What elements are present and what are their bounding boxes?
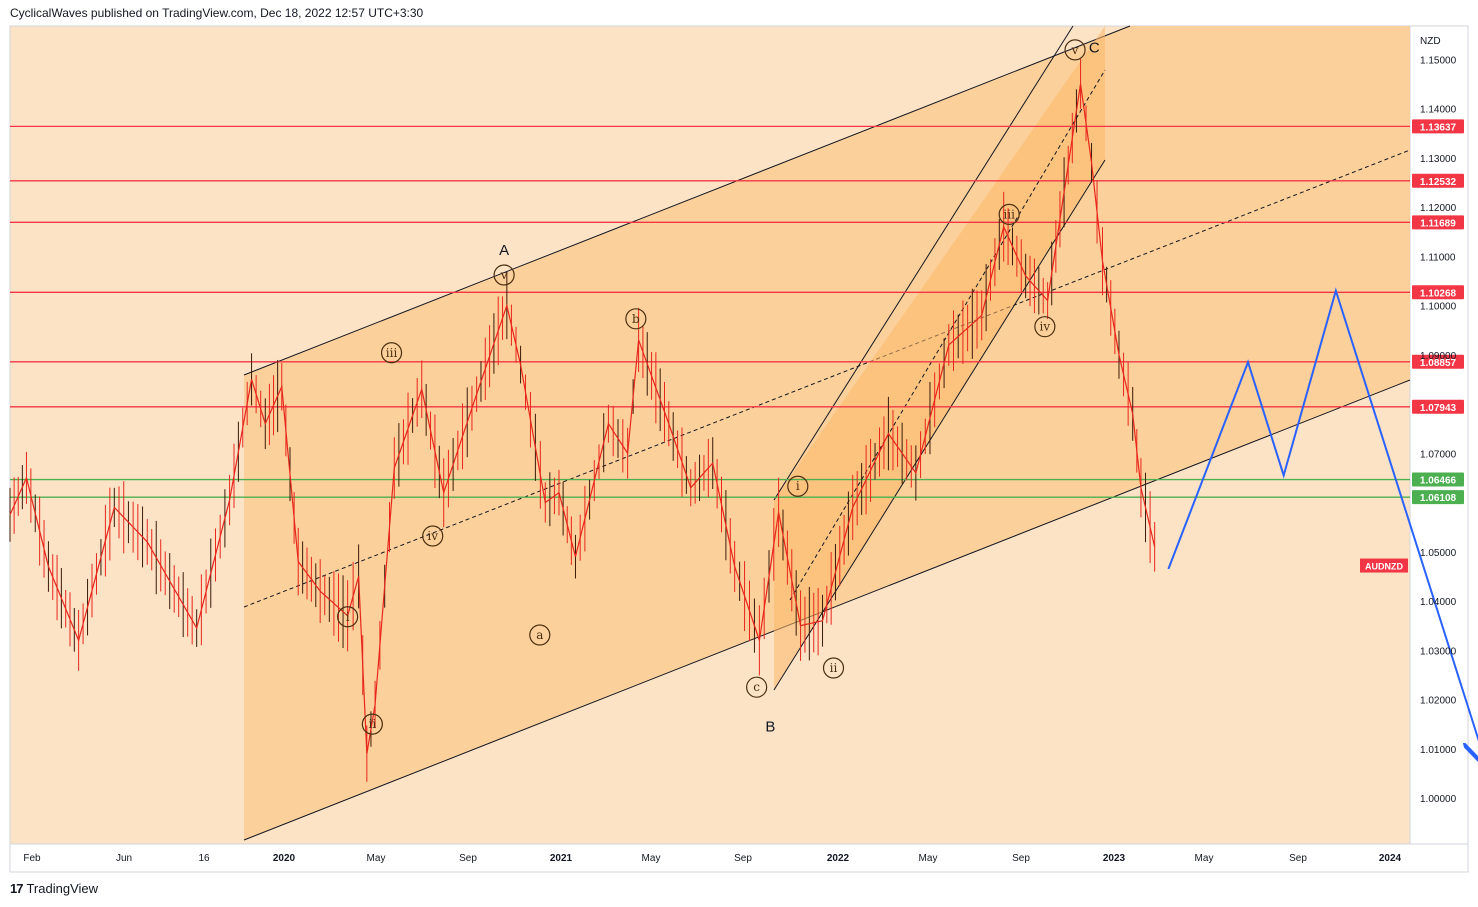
wave-label-12: iii bbox=[1003, 207, 1015, 221]
footer: 17 TradingView bbox=[10, 881, 98, 896]
level-label-4: 1.08857 bbox=[1420, 358, 1457, 369]
wave-circle-12 bbox=[998, 203, 1020, 225]
wave-circle-14 bbox=[1064, 39, 1086, 61]
level-label-6: 1.06466 bbox=[1420, 476, 1457, 487]
x-tick-label-14: Sep bbox=[1289, 853, 1307, 864]
y-tick-label-0: 1.15000 bbox=[1420, 55, 1457, 66]
x-tick-label-9: 2022 bbox=[827, 853, 850, 864]
y-tick-label-3: 1.12000 bbox=[1420, 203, 1457, 214]
x-tick-label-2: 16 bbox=[198, 853, 210, 864]
wave-circle-3 bbox=[422, 525, 444, 547]
wave-label-1: v bbox=[500, 268, 508, 282]
level-tag-1 bbox=[1412, 173, 1464, 188]
steep-channel-median-line bbox=[789, 69, 1106, 601]
level-label-2: 1.11689 bbox=[1420, 218, 1456, 229]
level-tag-7 bbox=[1412, 490, 1464, 505]
x-tick-label-3: 2020 bbox=[273, 853, 296, 864]
level-label-7: 1.06108 bbox=[1420, 493, 1457, 504]
wave-circle-5 bbox=[361, 713, 383, 735]
x-tick-label-13: May bbox=[1195, 853, 1214, 864]
y-tick-label-1: 1.14000 bbox=[1420, 105, 1457, 116]
x-tick-label-11: Sep bbox=[1012, 853, 1030, 864]
x-tick-label-12: 2023 bbox=[1103, 853, 1126, 864]
y-tick-label-13: 1.00000 bbox=[1420, 794, 1457, 805]
steep-channel-upper-line bbox=[773, 25, 1074, 501]
y-tick-label-9: 1.04000 bbox=[1420, 597, 1457, 608]
x-tick-label-6: 2021 bbox=[550, 853, 573, 864]
steep-channel-lower-line bbox=[773, 159, 1106, 691]
footer-brand: TradingView bbox=[26, 881, 99, 896]
x-tick-label-10: May bbox=[919, 853, 938, 864]
level-tag-3 bbox=[1412, 285, 1464, 300]
symbol-tag bbox=[1360, 558, 1408, 573]
wave-circle-7 bbox=[529, 624, 551, 646]
x-tick-label-0: Feb bbox=[23, 853, 41, 864]
y-tick-label-2: 1.13000 bbox=[1420, 154, 1457, 165]
level-label-0: 1.13637 bbox=[1420, 122, 1457, 133]
main-channel-median-line bbox=[243, 149, 1411, 608]
wave-label-5: ii bbox=[368, 717, 376, 731]
y-tick-label-6: 1.09000 bbox=[1420, 351, 1457, 362]
wave-circle-8 bbox=[746, 676, 768, 698]
currency-label: NZD bbox=[1420, 36, 1441, 47]
wave-label-14: v bbox=[1071, 43, 1079, 57]
y-tick-label-4: 1.11000 bbox=[1420, 252, 1456, 263]
wave-circle-13 bbox=[1034, 316, 1056, 338]
wave-circle-6 bbox=[625, 308, 647, 330]
x-tick-label-1: Jun bbox=[116, 853, 132, 864]
wave-label-11: ii bbox=[830, 661, 838, 675]
wave-circle-4 bbox=[337, 606, 359, 628]
x-tick-label-4: May bbox=[367, 853, 386, 864]
y-tick-label-12: 1.01000 bbox=[1420, 745, 1457, 756]
wave-label-15: C bbox=[1089, 39, 1100, 56]
x-tick-label-15: 2024 bbox=[1379, 853, 1402, 864]
x-tick-label-8: Sep bbox=[734, 853, 752, 864]
level-tag-6 bbox=[1412, 472, 1464, 487]
wave-label-8: c bbox=[753, 680, 760, 694]
price-axis-area[interactable] bbox=[1409, 25, 1469, 845]
level-label-3: 1.10268 bbox=[1420, 288, 1457, 299]
wave-label-10: i bbox=[796, 479, 800, 493]
level-tag-0 bbox=[1412, 119, 1464, 134]
wave-label-0: A bbox=[499, 242, 509, 259]
wave-label-7: a bbox=[536, 628, 543, 642]
level-tag-2 bbox=[1412, 215, 1464, 230]
publisher-caption: CyclicalWaves published on TradingView.c… bbox=[10, 6, 424, 20]
tradingview-logo-icon: 17 bbox=[10, 881, 24, 896]
wave-label-6: b bbox=[632, 312, 640, 326]
x-tick-label-7: May bbox=[642, 853, 661, 864]
symbol-label: AUDNZD bbox=[1365, 562, 1403, 572]
time-axis-area[interactable] bbox=[9, 843, 1469, 873]
wave-circle-10 bbox=[787, 475, 809, 497]
wave-label-13: iv bbox=[1040, 320, 1051, 334]
main-channel-upper-line bbox=[243, 25, 1131, 376]
y-tick-label-11: 1.02000 bbox=[1420, 696, 1457, 707]
wave-label-3: iv bbox=[427, 529, 438, 543]
level-label-5: 1.07943 bbox=[1420, 403, 1457, 414]
level-label-1: 1.12532 bbox=[1420, 177, 1457, 188]
y-tick-label-5: 1.10000 bbox=[1420, 302, 1457, 313]
projection-path[interactable] bbox=[1167, 287, 1478, 766]
wave-circle-1 bbox=[493, 264, 515, 286]
wave-label-2: iii bbox=[386, 346, 398, 360]
price-series-line[interactable] bbox=[9, 83, 1156, 754]
y-tick-label-8: 1.05000 bbox=[1420, 548, 1457, 559]
x-tick-label-5: Sep bbox=[459, 853, 477, 864]
level-tag-4 bbox=[1412, 354, 1464, 369]
wave-label-4: i bbox=[346, 610, 350, 624]
wave-circle-2 bbox=[380, 342, 403, 364]
level-tag-5 bbox=[1412, 399, 1464, 414]
wave-label-9: B bbox=[765, 719, 775, 736]
wave-circle-11 bbox=[822, 657, 845, 679]
y-tick-label-10: 1.03000 bbox=[1420, 646, 1457, 657]
y-tick-label-7: 1.07000 bbox=[1420, 449, 1457, 460]
